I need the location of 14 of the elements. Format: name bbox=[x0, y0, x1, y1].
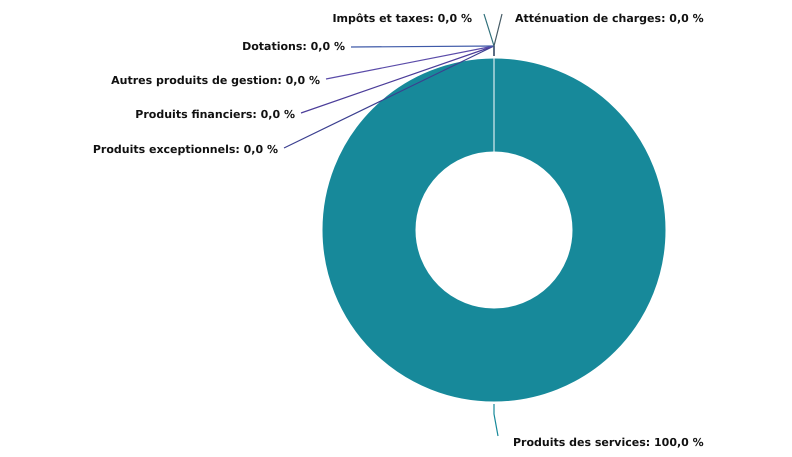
text: : 0,0 % bbox=[429, 12, 472, 25]
category-label: Atténuation de charges bbox=[515, 12, 662, 25]
data-label: : 100,0 % bbox=[646, 436, 704, 449]
text: : 0,0 % bbox=[661, 12, 704, 25]
slice-label: Produits des services bbox=[513, 436, 646, 449]
category-label: Dotations bbox=[242, 40, 302, 53]
text: : 0,0 % bbox=[252, 108, 295, 121]
category-label: Produits exceptionnels bbox=[92, 143, 236, 156]
category-label: Impôts et taxes bbox=[332, 12, 430, 25]
category-label: Autres produits de gestion bbox=[111, 74, 278, 87]
category-label: Produits financiers bbox=[135, 108, 252, 121]
text: : 0,0 % bbox=[277, 74, 320, 87]
text: : 0,0 % bbox=[302, 40, 345, 53]
text: : 0,0 % bbox=[235, 143, 278, 156]
